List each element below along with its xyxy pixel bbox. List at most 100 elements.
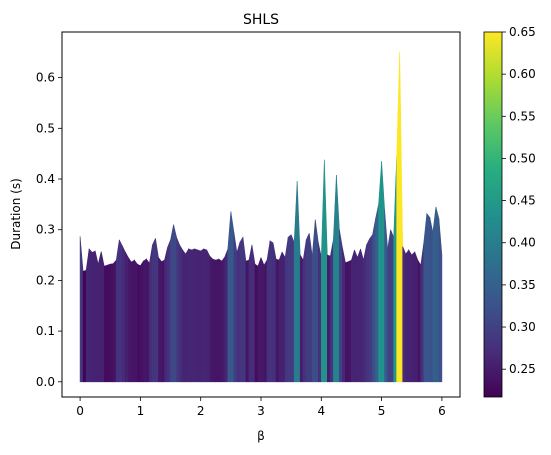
data-band: [109, 263, 114, 383]
data-band: [390, 229, 394, 383]
data-band: [221, 256, 226, 383]
data-band: [100, 251, 105, 383]
y-tick-label: 0.5: [36, 121, 55, 135]
data-band: [242, 237, 247, 383]
data-band: [327, 254, 331, 383]
data-band: [194, 248, 198, 383]
data-band: [420, 242, 425, 383]
colorbar-tick-label: 0.25: [509, 362, 536, 376]
data-band: [191, 248, 195, 383]
data-band: [106, 263, 111, 383]
data-band: [423, 213, 428, 383]
data-band: [363, 244, 367, 383]
data-band: [375, 204, 379, 383]
data-band: [387, 229, 391, 383]
colorbar-tick-label: 0.40: [509, 236, 536, 250]
data-band: [278, 251, 283, 383]
data-band: [275, 258, 280, 383]
data-band: [137, 263, 141, 383]
y-axis: 0.0 0.1 0.2 0.3 0.4 0.5 0.6: [36, 71, 62, 389]
data-band: [88, 248, 93, 383]
colorbar-axis: 0.25 0.30 0.35 0.40 0.45 0.50 0.55 0.60 0.65: [502, 25, 536, 376]
data-band: [103, 264, 108, 383]
data-band: [206, 249, 211, 383]
data-band: [149, 244, 153, 383]
data-band: [94, 250, 99, 383]
data-band: [284, 237, 289, 383]
data-band: [125, 251, 129, 383]
y-axis-label: Duration (s): [9, 178, 23, 250]
data-band: [317, 242, 322, 383]
data-band: [320, 159, 325, 383]
y-tick-label: 0.0: [36, 375, 55, 389]
data-band: [287, 234, 292, 383]
data-band: [248, 244, 253, 383]
data-band: [185, 247, 189, 383]
data-bands: [79, 52, 443, 383]
data-band: [203, 248, 208, 383]
data-band: [230, 211, 235, 383]
data-band: [167, 239, 171, 383]
data-band: [212, 258, 217, 383]
data-band: [251, 244, 256, 383]
data-band: [170, 224, 174, 383]
data-band: [360, 248, 364, 383]
y-tick-label: 0.2: [36, 273, 55, 287]
data-band: [438, 218, 443, 383]
data-band: [354, 249, 358, 383]
data-band: [272, 242, 277, 383]
data-band: [351, 249, 355, 383]
data-band: [91, 250, 96, 383]
data-band: [173, 224, 177, 383]
data-band: [227, 211, 232, 383]
data-band: [393, 156, 397, 383]
data-band: [97, 251, 102, 383]
colorbar-tick-label: 0.55: [509, 109, 536, 123]
data-band: [179, 243, 183, 383]
data-band: [290, 234, 295, 383]
data-band: [254, 263, 259, 383]
x-tick-label: 2: [197, 404, 205, 418]
y-tick-label: 0.3: [36, 223, 55, 237]
data-band: [128, 256, 132, 383]
data-band: [311, 219, 316, 383]
x-axis: 0 1 2 3 4 5 6: [76, 397, 446, 418]
data-band: [85, 248, 90, 383]
data-band: [308, 233, 313, 383]
data-band: [233, 231, 238, 383]
data-band: [396, 52, 401, 383]
data-band: [357, 248, 361, 383]
data-band: [339, 229, 343, 383]
data-band: [158, 256, 162, 383]
data-band: [218, 258, 223, 383]
data-band: [269, 240, 274, 383]
data-band: [408, 248, 413, 383]
data-band: [176, 237, 180, 383]
data-band: [429, 217, 434, 383]
data-band: [417, 259, 422, 383]
colorbar-tick-label: 0.65: [509, 25, 536, 39]
data-band: [302, 239, 307, 383]
x-tick-label: 1: [137, 404, 145, 418]
data-band: [182, 249, 186, 383]
chart-title: SHLS: [243, 12, 279, 28]
data-band: [414, 251, 419, 383]
y-tick-label: 0.1: [36, 324, 55, 338]
data-band: [161, 259, 165, 383]
data-band: [266, 240, 271, 383]
data-band: [330, 239, 334, 383]
data-band: [369, 233, 373, 383]
x-tick-label: 6: [438, 404, 446, 418]
data-band: [299, 253, 304, 383]
data-band: [296, 181, 301, 383]
data-band: [435, 206, 440, 383]
data-band: [342, 247, 346, 383]
colorbar-tick-label: 0.35: [509, 278, 536, 292]
data-band: [164, 247, 168, 383]
data-band: [236, 242, 241, 383]
x-tick-label: 0: [76, 404, 84, 418]
data-band: [143, 258, 147, 383]
data-band: [384, 209, 388, 383]
data-band: [411, 251, 416, 383]
